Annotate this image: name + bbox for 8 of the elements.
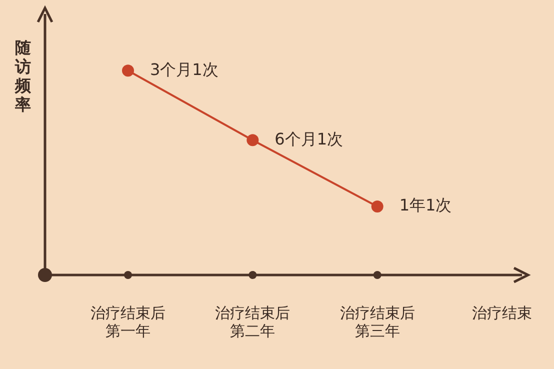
x-tick-label: 治疗结束后第三年 <box>340 304 415 340</box>
annotation: 1年1次 <box>399 196 452 215</box>
x-tick-label: 治疗结束后第二年 <box>215 304 290 340</box>
annotation: 3个月1次 <box>150 60 218 79</box>
annotation: 6个月1次 <box>274 129 344 148</box>
y-axis-title: 随访频率 <box>14 38 32 114</box>
x-tick-label: 治疗结束后第一年 <box>90 304 166 340</box>
x-tick-label: 治疗结束 <box>472 304 532 322</box>
